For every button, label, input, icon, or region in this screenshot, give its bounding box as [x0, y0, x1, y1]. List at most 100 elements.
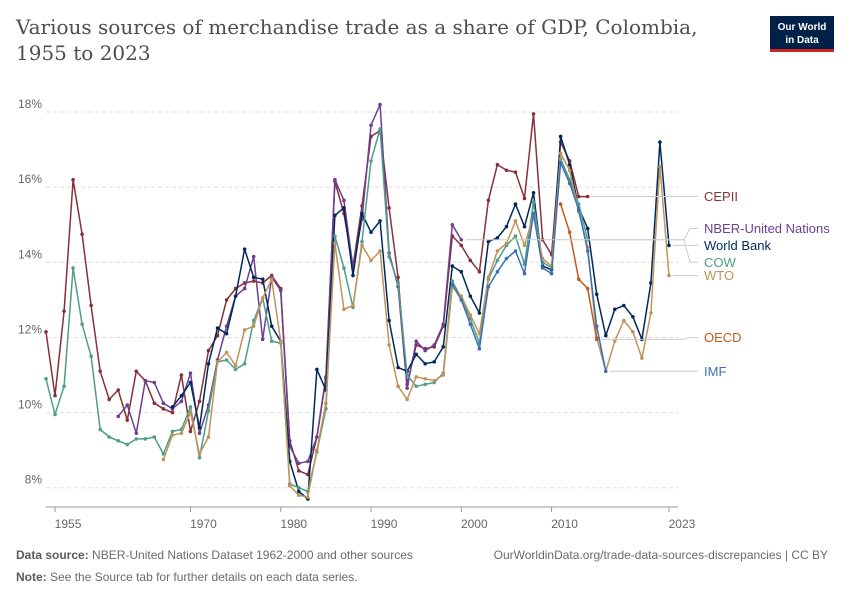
data-point[interactable] — [468, 258, 473, 263]
data-point[interactable] — [161, 407, 166, 411]
data-point[interactable] — [658, 164, 662, 169]
data-point[interactable] — [260, 277, 265, 282]
data-point[interactable] — [513, 170, 518, 174]
data-point[interactable] — [468, 322, 473, 327]
data-point[interactable] — [333, 241, 337, 246]
data-point[interactable] — [459, 237, 464, 242]
data-point[interactable] — [342, 266, 346, 270]
data-point[interactable] — [594, 324, 599, 328]
data-point[interactable] — [522, 271, 527, 276]
data-point[interactable] — [405, 373, 409, 377]
data-point[interactable] — [80, 322, 84, 327]
data-point[interactable] — [188, 429, 193, 434]
data-point[interactable] — [459, 243, 464, 248]
data-point[interactable] — [152, 401, 157, 405]
data-point[interactable] — [170, 433, 175, 437]
data-point[interactable] — [233, 294, 238, 298]
data-point[interactable] — [423, 382, 428, 387]
data-point[interactable] — [224, 350, 229, 355]
data-point[interactable] — [224, 331, 229, 336]
data-point[interactable] — [423, 376, 428, 381]
series-line-nber-united-nations[interactable] — [117, 103, 462, 465]
data-point[interactable] — [631, 330, 635, 334]
data-point[interactable] — [351, 303, 355, 308]
data-point[interactable] — [315, 448, 319, 452]
data-point[interactable] — [143, 378, 148, 383]
data-point[interactable] — [387, 254, 391, 259]
data-point[interactable] — [396, 384, 400, 389]
data-point[interactable] — [477, 331, 482, 336]
data-point[interactable] — [134, 437, 139, 441]
data-point[interactable] — [188, 371, 193, 375]
data-point[interactable] — [513, 234, 518, 238]
data-point[interactable] — [495, 269, 500, 274]
data-point[interactable] — [269, 324, 274, 328]
data-point[interactable] — [558, 151, 563, 156]
data-point[interactable] — [441, 373, 446, 377]
data-point[interactable] — [179, 373, 184, 377]
data-point[interactable] — [179, 393, 184, 398]
data-point[interactable] — [242, 247, 247, 251]
data-point[interactable] — [215, 333, 220, 338]
data-point[interactable] — [206, 361, 211, 366]
data-point[interactable] — [414, 339, 418, 344]
data-point[interactable] — [98, 427, 102, 432]
data-point[interactable] — [513, 202, 518, 206]
data-point[interactable] — [315, 367, 319, 372]
data-point[interactable] — [179, 431, 184, 436]
data-point[interactable] — [161, 452, 166, 456]
data-point[interactable] — [613, 307, 617, 312]
data-point[interactable] — [188, 380, 193, 385]
data-point[interactable] — [486, 275, 491, 280]
data-point[interactable] — [558, 160, 563, 165]
data-point[interactable] — [306, 495, 310, 499]
data-point[interactable] — [468, 294, 473, 298]
data-point[interactable] — [333, 213, 337, 218]
data-point[interactable] — [369, 258, 373, 263]
data-point[interactable] — [44, 330, 48, 334]
data-point[interactable] — [260, 296, 265, 300]
data-point[interactable] — [459, 269, 464, 274]
data-point[interactable] — [441, 345, 446, 349]
series-label[interactable]: OECD — [704, 330, 742, 345]
data-point[interactable] — [125, 418, 130, 422]
data-point[interactable] — [504, 256, 509, 261]
data-point[interactable] — [342, 198, 346, 203]
data-point[interactable] — [513, 219, 518, 223]
data-point[interactable] — [360, 243, 364, 248]
data-point[interactable] — [558, 202, 563, 206]
data-point[interactable] — [387, 318, 391, 323]
data-point[interactable] — [477, 346, 482, 351]
data-point[interactable] — [342, 206, 346, 210]
data-point[interactable] — [387, 343, 391, 347]
data-point[interactable] — [594, 292, 599, 297]
data-point[interactable] — [116, 414, 121, 419]
data-point[interactable] — [351, 273, 355, 278]
footer-url[interactable]: OurWorldinData.org/trade-data-sources-di… — [493, 548, 828, 562]
data-point[interactable] — [576, 207, 581, 212]
data-point[interactable] — [594, 337, 599, 342]
data-point[interactable] — [242, 328, 247, 332]
data-point[interactable] — [640, 356, 644, 360]
data-point[interactable] — [251, 275, 256, 280]
data-point[interactable] — [53, 393, 57, 398]
data-point[interactable] — [197, 425, 202, 430]
data-point[interactable] — [432, 360, 437, 364]
data-point[interactable] — [378, 219, 382, 223]
data-point[interactable] — [414, 384, 418, 389]
data-point[interactable] — [396, 281, 400, 285]
data-point[interactable] — [206, 408, 211, 413]
data-point[interactable] — [414, 352, 418, 357]
data-point[interactable] — [62, 384, 66, 389]
data-point[interactable] — [531, 112, 536, 116]
data-point[interactable] — [297, 485, 301, 490]
data-point[interactable] — [585, 226, 590, 231]
data-point[interactable] — [531, 211, 536, 216]
data-point[interactable] — [170, 429, 175, 434]
data-point[interactable] — [179, 399, 184, 404]
data-point[interactable] — [242, 286, 247, 291]
data-point[interactable] — [603, 333, 608, 338]
data-point[interactable] — [161, 457, 166, 462]
data-point[interactable] — [522, 224, 527, 229]
data-point[interactable] — [477, 269, 482, 274]
